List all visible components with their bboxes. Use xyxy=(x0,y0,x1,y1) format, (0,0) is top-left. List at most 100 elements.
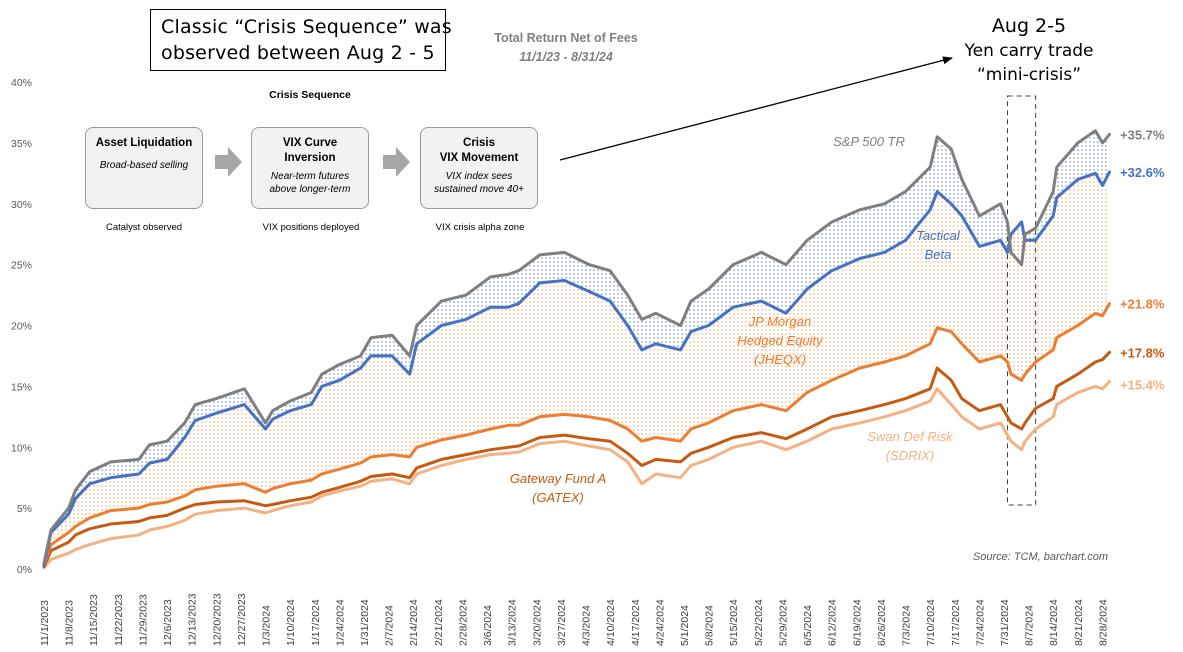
crisis-step-sub1: VIX index sees xyxy=(445,171,513,182)
x-tick-label: 1/3/2024 xyxy=(261,605,273,646)
x-tick-label: 5/8/2024 xyxy=(704,605,716,646)
aug-annotation-title: Aug 2-5 xyxy=(992,15,1066,37)
tactical-jheqx-band xyxy=(44,172,1110,566)
crisis-window-box xyxy=(1007,95,1037,506)
x-tick-label: 12/6/2023 xyxy=(162,599,174,646)
tactical-label-line1: Tactical xyxy=(916,228,961,243)
crisis-sequence-callout: Classic “Crisis Sequence” was observed b… xyxy=(150,9,452,71)
crisis-step-sub2: sustained move 40+ xyxy=(434,184,524,195)
x-tick-label: 2/21/2024 xyxy=(433,599,445,646)
x-tick-label: 4/17/2024 xyxy=(630,599,642,646)
y-tick-label: 15% xyxy=(11,381,32,393)
x-tick-label: 3/20/2024 xyxy=(531,599,543,646)
x-tick-label: 7/10/2024 xyxy=(925,599,937,646)
x-tick-label: 6/26/2024 xyxy=(876,599,888,646)
y-tick-label: 10% xyxy=(11,442,32,454)
x-tick-label: 3/6/2024 xyxy=(482,605,494,646)
jheqx-label-line3: (JHEQX) xyxy=(754,352,806,367)
x-tick-label: 8/28/2024 xyxy=(1097,599,1109,646)
aug-annotation-line3: “mini-crisis” xyxy=(977,65,1081,85)
sp500-label: S&P 500 TR xyxy=(833,134,905,149)
x-tick-label: 3/13/2024 xyxy=(507,599,519,646)
x-tick-label: 4/10/2024 xyxy=(605,599,617,646)
x-tick-label: 6/5/2024 xyxy=(802,605,814,646)
x-tick-label: 11/15/2023 xyxy=(88,594,100,646)
chart-title: Total Return Net of Fees xyxy=(494,31,638,45)
sp500-end-label: +35.7% xyxy=(1120,127,1165,142)
chart-subtitle: 11/1/23 - 8/31/24 xyxy=(519,50,613,64)
x-tick-label: 1/31/2024 xyxy=(359,599,371,646)
sdrix-label: Swan Def Risk (SDRIX) xyxy=(867,429,954,463)
x-tick-label: 8/14/2024 xyxy=(1048,599,1060,646)
x-tick-label: 12/20/2023 xyxy=(211,593,223,646)
x-tick-label: 7/3/2024 xyxy=(901,605,913,646)
sp500-label-line1: S&P 500 TR xyxy=(833,134,905,149)
x-tick-label: 4/24/2024 xyxy=(654,599,666,646)
y-tick-label: 25% xyxy=(11,260,32,272)
x-tick-label: 12/27/2023 xyxy=(236,593,248,646)
source-note: Source: TCM, barchart.com xyxy=(973,551,1108,563)
jheqx-line xyxy=(42,302,1111,567)
sp500-line xyxy=(42,129,1111,565)
x-tick-label: 7/31/2024 xyxy=(999,599,1011,646)
crisis-step-box: Crisis VIX Movement VIX index sees sustaine… xyxy=(420,127,538,209)
x-tick-label: 4/3/2024 xyxy=(581,605,593,646)
flow-arrow-icon xyxy=(383,147,410,177)
crisis-step-caption: Catalyst observed xyxy=(105,222,183,233)
jheqx-end-label: +21.8% xyxy=(1120,297,1165,312)
crisis-step-title1: VIX Curve xyxy=(282,137,338,149)
x-tick-label: 11/1/2023 xyxy=(39,600,51,646)
tactical-end-label: +32.6% xyxy=(1120,165,1165,180)
x-tick-label: 11/22/2023 xyxy=(113,594,125,646)
x-tick-label: 5/15/2024 xyxy=(728,599,740,646)
tactical-beta-line xyxy=(42,170,1111,567)
x-tick-label: 8/21/2024 xyxy=(1073,599,1085,646)
y-tick-label: 20% xyxy=(11,321,32,333)
x-tick-label: 2/28/2024 xyxy=(457,599,469,646)
x-tick-label: 2/7/2024 xyxy=(384,605,396,646)
sdrix-label-line2: (SDRIX) xyxy=(886,448,934,463)
crisis-step-box: Asset Liquidation Broad-based selling xyxy=(85,127,203,209)
sdrix-line xyxy=(42,380,1111,570)
gatex-end-label: +17.8% xyxy=(1120,345,1165,360)
x-tick-label: 1/17/2024 xyxy=(310,599,322,646)
y-tick-label: 35% xyxy=(11,138,32,150)
x-tick-label: 6/19/2024 xyxy=(851,599,863,646)
annotation-arrow xyxy=(559,56,953,161)
x-tick-label: 11/29/2023 xyxy=(137,594,149,646)
jheqx-label-line1: JP Morgan xyxy=(748,314,811,329)
crisis-step-title1: Asset Liquidation xyxy=(95,137,193,149)
y-tick-label: 5% xyxy=(17,503,32,515)
crisis-step-box: VIX Curve Inversion Near-term futures above… xyxy=(251,127,369,209)
crisis-step-title1: Crisis xyxy=(463,137,495,149)
x-tick-label: 2/14/2024 xyxy=(408,599,420,646)
sp500-tactical-band xyxy=(44,130,1110,566)
sdrix-end-label: +15.4% xyxy=(1120,378,1165,393)
x-tick-label: 5/22/2024 xyxy=(753,599,765,646)
callout-line-2: observed between Aug 2 - 5 xyxy=(161,42,435,64)
x-tick-label: 6/12/2024 xyxy=(827,599,839,646)
x-tick-label: 11/8/2023 xyxy=(64,600,76,646)
crisis-step-title2: VIX Movement xyxy=(439,152,519,164)
flow-arrow-icon xyxy=(215,147,242,177)
x-tick-label: 1/10/2024 xyxy=(285,599,297,646)
x-tick-label: 5/1/2024 xyxy=(679,605,691,646)
y-tick-label: 40% xyxy=(11,77,32,89)
jheqx-label: JP Morgan Hedged Equity (JHEQX) xyxy=(737,314,824,367)
crisis-step-sub1: Broad-based selling xyxy=(99,160,189,171)
crisis-sequence-title: Crisis Sequence xyxy=(269,89,351,101)
gatex-label-line2: (GATEX) xyxy=(532,490,584,505)
x-tick-label: 8/7/2024 xyxy=(1024,605,1036,646)
y-tick-label: 30% xyxy=(11,199,32,211)
crisis-step-title2: Inversion xyxy=(284,152,336,164)
x-tick-label: 7/24/2024 xyxy=(974,599,986,646)
gatex-label: Gateway Fund A (GATEX) xyxy=(510,471,606,505)
tactical-label: Tactical Beta xyxy=(916,228,961,262)
callout-line-1: Classic “Crisis Sequence” was xyxy=(161,16,452,38)
crisis-step-caption: VIX crisis alpha zone xyxy=(435,222,525,233)
sdrix-label-line1: Swan Def Risk xyxy=(867,429,954,444)
jheqx-label-line2: Hedged Equity xyxy=(737,333,824,348)
gatex-line xyxy=(42,350,1111,569)
x-tick-label: 7/17/2024 xyxy=(950,599,962,646)
